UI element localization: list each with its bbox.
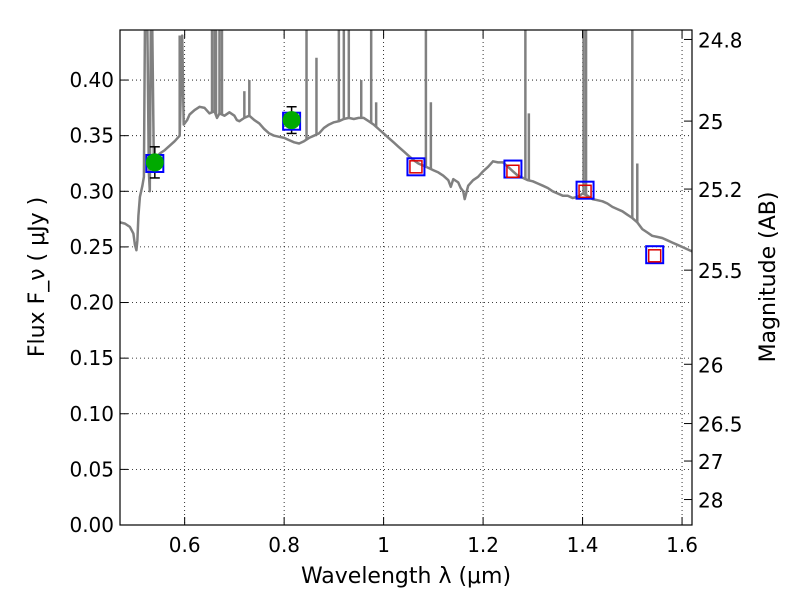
right-tick-label: 25: [698, 110, 723, 134]
model-spectrum: [120, 30, 692, 253]
axis-ticks: [120, 30, 692, 526]
y-tick-label: 0.00: [69, 513, 114, 537]
y-tick-label: 0.10: [69, 402, 114, 426]
right-tick-label: 27: [698, 450, 723, 474]
y-tick-label: 0.25: [69, 235, 114, 259]
model-square: [406, 157, 426, 177]
right-tick-label: 28: [698, 489, 723, 513]
x-axis-title: Wavelength λ (μm): [301, 564, 511, 589]
photometry-points: [145, 106, 665, 265]
right-tick-label: 25.5: [698, 259, 743, 283]
y-axis-title: Flux F_ν ( μJy ): [25, 197, 50, 357]
right-tick-label: 24.8: [698, 28, 743, 52]
right-tick-label: 26.5: [698, 413, 743, 437]
observed-point: [282, 111, 301, 130]
grid-lines: [120, 30, 692, 525]
x-tick-label: 1.4: [567, 533, 599, 557]
predicted-square: [578, 184, 592, 199]
y-tick-label: 0.20: [69, 291, 114, 315]
model-square: [575, 180, 595, 200]
x-tick-label: 0.8: [268, 533, 300, 557]
x-tick-label: 1.2: [467, 533, 499, 557]
x-tick-label: 1.6: [666, 533, 698, 557]
predicted-square: [506, 164, 520, 179]
y-tick-label: 0.15: [69, 346, 114, 370]
y-tick-label: 0.35: [69, 124, 114, 148]
y-tick-label: 0.30: [69, 179, 114, 203]
y-tick-label: 0.40: [69, 68, 114, 92]
tick-labels: 0.6 0.8 1 1.2 1.4 1.6 0.00 0.05 0.10 0.15 0.20 0.25…: [69, 28, 742, 557]
predicted-square: [409, 160, 423, 174]
right-axis-title: Magnitude (AB): [756, 192, 781, 363]
spectrum-line: [120, 30, 692, 253]
x-tick-label: 0.6: [169, 533, 201, 557]
observed-point: [145, 153, 164, 172]
predicted-square: [647, 249, 662, 263]
y-tick-label: 0.05: [69, 457, 114, 481]
right-tick-label: 25.2: [698, 178, 743, 202]
plot-frame: [119, 29, 693, 526]
x-tick-label: 1: [377, 533, 390, 557]
plot-area: [120, 30, 692, 265]
model-square: [645, 245, 665, 265]
right-tick-label: 26: [698, 353, 723, 377]
